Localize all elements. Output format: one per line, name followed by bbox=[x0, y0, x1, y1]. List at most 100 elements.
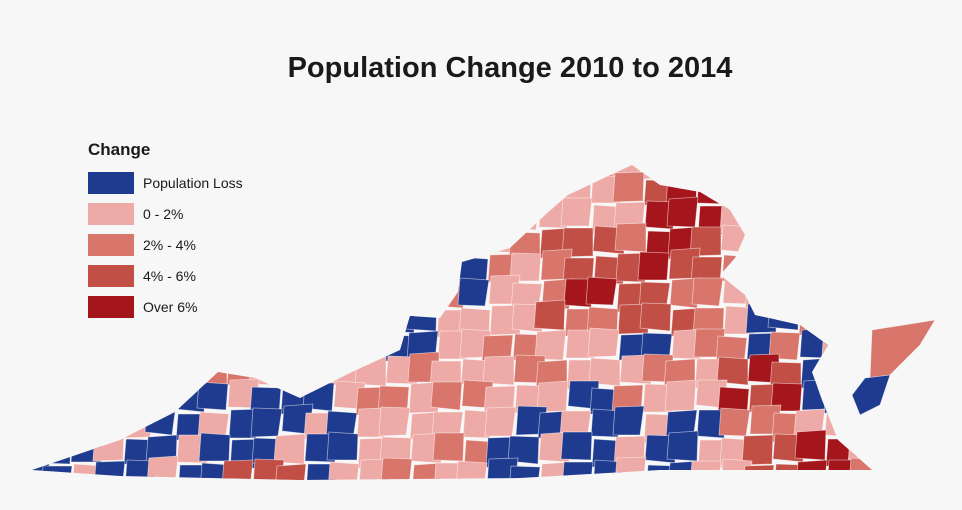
county bbox=[404, 484, 435, 510]
county bbox=[67, 361, 100, 391]
county bbox=[169, 251, 202, 281]
legend-item-population-loss: Population Loss bbox=[88, 167, 243, 198]
county bbox=[279, 352, 312, 384]
county bbox=[355, 165, 388, 183]
county bbox=[742, 230, 775, 261]
county bbox=[47, 405, 80, 435]
county bbox=[92, 430, 125, 462]
county bbox=[409, 177, 442, 209]
county bbox=[201, 484, 232, 510]
legend-swatch bbox=[88, 171, 134, 194]
county bbox=[149, 302, 182, 334]
county bbox=[614, 222, 647, 253]
county bbox=[381, 253, 414, 283]
legend-item-0-2: 0 - 2% bbox=[88, 198, 243, 229]
county bbox=[796, 255, 829, 288]
county bbox=[41, 252, 74, 282]
county bbox=[827, 255, 860, 285]
county bbox=[794, 195, 827, 227]
county bbox=[32, 273, 53, 305]
county bbox=[126, 490, 157, 510]
county bbox=[69, 178, 102, 208]
county bbox=[770, 165, 803, 179]
county bbox=[717, 165, 750, 182]
county bbox=[333, 165, 366, 176]
county bbox=[145, 200, 178, 232]
county bbox=[795, 225, 828, 257]
legend: Change Population Loss 0 - 2% 2% - 4% 4%… bbox=[88, 140, 243, 322]
county bbox=[325, 176, 358, 206]
county bbox=[638, 486, 669, 510]
county bbox=[585, 276, 618, 306]
county bbox=[378, 406, 411, 437]
county bbox=[200, 249, 233, 279]
county bbox=[639, 302, 672, 332]
county bbox=[32, 171, 49, 203]
county bbox=[249, 165, 282, 183]
legend-item-2-4: 2% - 4% bbox=[88, 229, 243, 260]
county bbox=[201, 279, 234, 309]
county bbox=[143, 383, 176, 416]
county bbox=[405, 300, 438, 332]
county bbox=[794, 429, 827, 461]
county bbox=[276, 280, 309, 312]
county bbox=[850, 488, 881, 510]
county bbox=[273, 199, 306, 231]
county bbox=[118, 306, 151, 336]
county bbox=[302, 165, 335, 178]
county bbox=[65, 301, 98, 331]
county bbox=[563, 492, 594, 510]
county bbox=[614, 456, 647, 480]
county bbox=[252, 224, 285, 254]
county bbox=[695, 165, 728, 175]
county bbox=[879, 200, 910, 229]
county bbox=[352, 305, 385, 337]
map-title: Population Change 2010 to 2014 bbox=[287, 52, 733, 84]
legend-label: Population Loss bbox=[143, 174, 243, 191]
county bbox=[32, 333, 46, 365]
county bbox=[254, 489, 285, 510]
county bbox=[743, 251, 776, 282]
county bbox=[431, 177, 464, 207]
county bbox=[202, 309, 235, 339]
county bbox=[227, 165, 260, 175]
county bbox=[825, 204, 858, 234]
county bbox=[198, 198, 231, 229]
legend-swatch bbox=[88, 264, 134, 287]
county bbox=[872, 485, 903, 510]
county bbox=[94, 256, 127, 287]
county bbox=[143, 165, 176, 181]
county bbox=[146, 221, 179, 253]
county bbox=[98, 358, 131, 389]
legend-item-4-6: 4% - 6% bbox=[88, 260, 243, 291]
county bbox=[880, 230, 911, 259]
county bbox=[741, 200, 774, 231]
county bbox=[560, 197, 593, 227]
county bbox=[742, 464, 775, 480]
county bbox=[117, 276, 150, 307]
county bbox=[275, 250, 308, 283]
county bbox=[223, 276, 256, 307]
county bbox=[666, 196, 699, 228]
county bbox=[69, 412, 102, 442]
county bbox=[828, 490, 859, 510]
county bbox=[46, 384, 79, 414]
county bbox=[380, 457, 413, 480]
county bbox=[880, 464, 911, 493]
county bbox=[741, 434, 774, 466]
county bbox=[821, 327, 854, 357]
county bbox=[32, 384, 48, 417]
county bbox=[748, 165, 781, 180]
county bbox=[567, 165, 600, 176]
county bbox=[329, 492, 360, 510]
county bbox=[225, 327, 258, 358]
county bbox=[39, 201, 72, 231]
county bbox=[330, 308, 363, 338]
county bbox=[718, 173, 751, 203]
county bbox=[587, 327, 620, 358]
county bbox=[174, 165, 207, 179]
county bbox=[410, 198, 443, 230]
county bbox=[871, 250, 872, 281]
county bbox=[851, 374, 891, 416]
county bbox=[612, 405, 645, 436]
